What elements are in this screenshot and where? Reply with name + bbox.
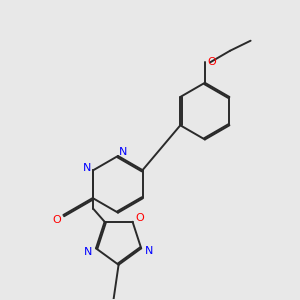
- Text: N: N: [145, 246, 154, 256]
- Text: O: O: [52, 215, 61, 225]
- Text: O: O: [135, 213, 144, 223]
- Text: N: N: [82, 163, 91, 173]
- Text: N: N: [119, 147, 128, 157]
- Text: O: O: [207, 57, 216, 67]
- Text: N: N: [84, 247, 92, 257]
